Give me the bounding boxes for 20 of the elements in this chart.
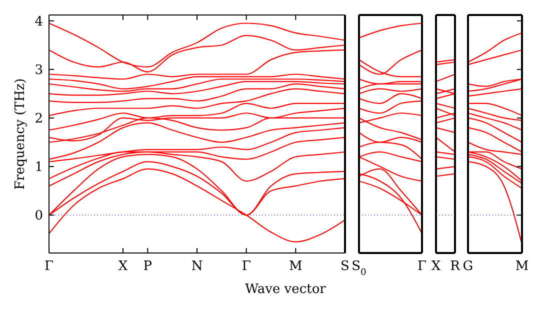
x-tick-label: R bbox=[450, 259, 462, 274]
x-tick-label: G bbox=[462, 259, 474, 274]
y-tick-label: 0 bbox=[34, 208, 43, 224]
x-tick-label: X bbox=[118, 259, 128, 274]
y-tick-label: 4 bbox=[34, 14, 43, 30]
x-tick-label: M bbox=[515, 259, 529, 274]
y-axis-title: Frequency (THz) bbox=[13, 78, 28, 190]
x-tick-label: Γ bbox=[417, 259, 427, 274]
x-tick-label: N bbox=[191, 259, 203, 274]
x-tick-label: M bbox=[289, 259, 302, 274]
x-tick-label: S bbox=[340, 259, 350, 274]
y-tick-label: 1 bbox=[34, 160, 43, 176]
y-tick-label: 2 bbox=[34, 111, 43, 126]
x-tick-label: X bbox=[431, 259, 442, 274]
x-tick-label: S$_{0}$ bbox=[352, 259, 367, 278]
y-tick-label: 3 bbox=[34, 62, 43, 78]
x-tick-label: Γ bbox=[44, 259, 54, 274]
x-tick-label: Γ bbox=[242, 259, 251, 274]
x-tick-label: P bbox=[143, 259, 152, 274]
x-axis-title: Wave vector bbox=[245, 282, 327, 297]
